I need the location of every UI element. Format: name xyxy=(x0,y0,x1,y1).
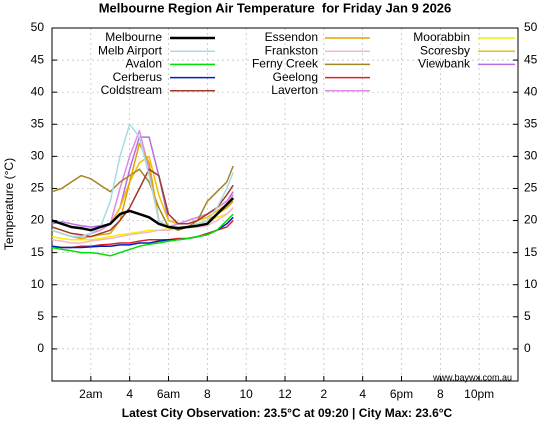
series-line xyxy=(51,168,234,238)
legend-label: Melb Airport xyxy=(98,43,163,57)
y2-tick-label: 35 xyxy=(524,116,538,130)
y-axis-label: Temperature (°C) xyxy=(2,158,16,250)
watermark: www.baywx.com.au xyxy=(432,372,512,382)
y-tick-label: 10 xyxy=(31,277,45,291)
y-tick-label: 50 xyxy=(31,20,45,34)
y-tick-label: 25 xyxy=(31,181,45,195)
y-tick-label: 0 xyxy=(37,341,44,355)
series-line xyxy=(51,219,234,249)
legend-label: Coldstream xyxy=(101,83,162,97)
x-tick-label: 4 xyxy=(359,387,366,401)
x-tick-label: 10 xyxy=(239,387,253,401)
plot-frame xyxy=(51,27,519,382)
y2-tick-label: 15 xyxy=(524,245,538,259)
legend-label: Ferny Creek xyxy=(252,57,319,71)
y2-tick-label: 0 xyxy=(524,341,531,355)
x-tick-label: 10pm xyxy=(464,387,494,401)
series-line xyxy=(51,165,234,231)
x-tick-label: 12 xyxy=(278,387,292,401)
x-tick-label: 2am xyxy=(79,387,102,401)
y2-tick-label: 25 xyxy=(524,181,538,195)
series-line xyxy=(51,207,234,244)
y-tick-label: 20 xyxy=(31,213,45,227)
y-tick-label: 40 xyxy=(31,84,45,98)
x-tick-label: 8 xyxy=(204,387,211,401)
y-tick-label: 45 xyxy=(31,52,45,66)
x-tick-label: 6pm xyxy=(390,387,413,401)
legend-label: Essendon xyxy=(265,30,318,44)
y-tick-label: 35 xyxy=(31,116,45,130)
x-tick-label: 4 xyxy=(126,387,133,401)
y2-tick-label: 45 xyxy=(524,52,538,66)
x-tick-label: 2 xyxy=(320,387,327,401)
chart-title: Melbourne Region Air Temperature for Fri… xyxy=(99,0,452,15)
legend-label: Laverton xyxy=(271,83,318,97)
y2-tick-label: 50 xyxy=(524,20,538,34)
y-tick-label: 15 xyxy=(31,245,45,259)
legend-label: Frankston xyxy=(265,43,318,57)
series-line xyxy=(51,123,234,238)
legend-label: Viewbank xyxy=(418,57,471,71)
legend-label: Melbourne xyxy=(105,30,162,44)
y2-tick-label: 40 xyxy=(524,84,538,98)
y2-tick-label: 5 xyxy=(524,309,531,323)
legend-label: Scoresby xyxy=(420,43,470,57)
footer: Latest City Observation: 23.5°C at 09:20… xyxy=(122,406,453,420)
y2-tick-label: 30 xyxy=(524,149,538,163)
legend-label: Avalon xyxy=(126,57,162,71)
legend-label: Cerberus xyxy=(113,70,162,84)
legend-label: Moorabbin xyxy=(413,30,470,44)
y2-tick-label: 20 xyxy=(524,213,538,227)
x-tick-label: 6am xyxy=(157,387,180,401)
y-tick-label: 30 xyxy=(31,149,45,163)
x-tick-label: 8 xyxy=(437,387,444,401)
y-tick-label: 5 xyxy=(37,309,44,323)
legend-label: Geelong xyxy=(273,70,318,84)
series-line xyxy=(51,213,234,257)
series-line xyxy=(51,197,235,232)
y2-tick-label: 10 xyxy=(524,277,538,291)
